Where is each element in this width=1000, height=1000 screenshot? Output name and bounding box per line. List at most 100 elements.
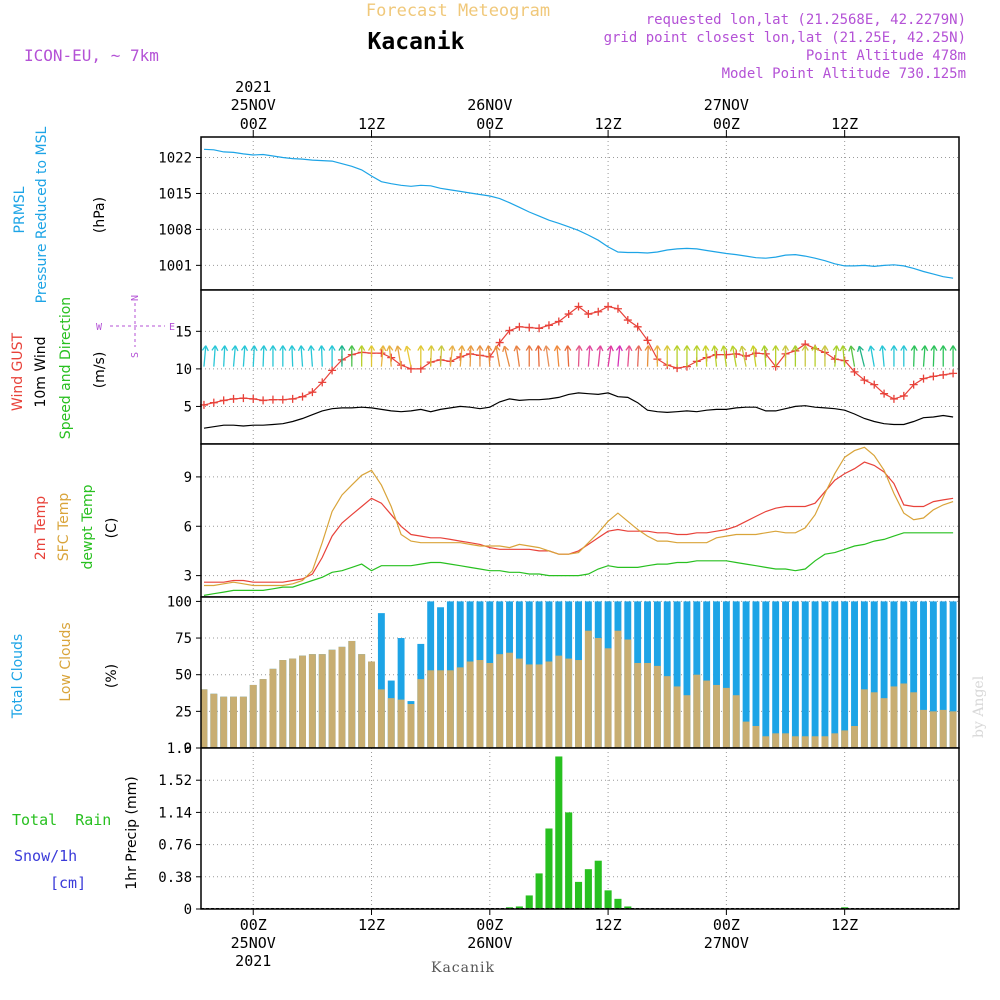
- gust-marker: [259, 396, 268, 405]
- wind-arrow-shaft: [310, 345, 314, 367]
- wind-arrow: [367, 345, 376, 367]
- wind-arrow-head: [417, 345, 425, 351]
- clouds-bar: [496, 654, 504, 748]
- wind-arrow-shaft: [713, 345, 718, 367]
- wind-arrow-shaft: [537, 345, 540, 367]
- wind-arrow-shaft: [637, 345, 640, 367]
- wind-arrow-head: [761, 345, 769, 352]
- pressure-ytick-label: 1001: [158, 258, 192, 274]
- clouds-bar: [722, 687, 730, 748]
- wind-arrow: [404, 345, 412, 367]
- wind-arrow-head: [348, 345, 356, 351]
- bottom-time-label: 12Z: [595, 916, 622, 934]
- wind-arrow-head: [260, 345, 268, 352]
- wind-arrow: [683, 345, 691, 367]
- clouds-bar: [200, 689, 208, 748]
- clouds-bar: [841, 730, 849, 748]
- wind-arrow-head: [201, 345, 209, 352]
- clouds-bar: [397, 699, 405, 748]
- gust-marker: [860, 376, 869, 385]
- wind-arrow: [260, 345, 268, 367]
- clouds-bar: [417, 679, 425, 748]
- wind-arrow-head: [921, 345, 929, 352]
- dewpt-label: dewpt Temp: [80, 484, 96, 569]
- wind-arrow-head: [856, 345, 864, 352]
- wind-arrow: [625, 345, 633, 367]
- wind-arrow-head: [673, 345, 681, 351]
- wind-arrow: [848, 345, 856, 367]
- wind-arrow-head: [437, 345, 445, 352]
- clouds-bar: [377, 613, 385, 748]
- wind-arrow-head: [801, 345, 809, 351]
- gust-marker: [850, 367, 859, 376]
- wind-arrow-head: [720, 345, 728, 352]
- clouds-bar: [821, 736, 829, 748]
- wind-arrow-head: [634, 345, 643, 352]
- temperature-ytick-label: 9: [184, 470, 192, 486]
- wind-arrow-shaft: [722, 345, 728, 367]
- gust-marker: [880, 389, 889, 398]
- clouds-bar: [328, 649, 336, 748]
- wind-arrow: [900, 345, 908, 367]
- wind-arrow-head: [288, 345, 296, 352]
- wind-arrow-shaft: [881, 345, 885, 367]
- gust-marker: [535, 324, 544, 333]
- panel-clouds: 0 25 50 75 100: [167, 594, 960, 757]
- wind-arrow: [801, 345, 809, 367]
- precip-ytick-label: 1.14: [158, 805, 192, 821]
- clouds-bar: [939, 601, 947, 748]
- clouds-bar: [762, 736, 770, 748]
- gust-marker: [328, 366, 337, 375]
- wind-arrow-head: [683, 345, 691, 351]
- clouds-bar: [644, 662, 651, 748]
- gust-marker: [929, 372, 938, 381]
- wind-arrow-head: [663, 345, 671, 351]
- wind-arrow: [663, 345, 671, 367]
- precip-bar: [515, 906, 523, 909]
- clouds-bar: [732, 601, 740, 748]
- temperature-plot-area: [201, 444, 959, 597]
- clouds-ytick-label: 100: [167, 594, 192, 610]
- wind-arrow: [211, 345, 219, 367]
- clouds-bar: [673, 686, 681, 748]
- wind-arrow: [288, 345, 296, 367]
- wind-arrow-shaft: [430, 345, 433, 367]
- wind-arrow: [553, 345, 561, 367]
- wind-arrow-head: [358, 345, 366, 351]
- wind-arrow: [448, 345, 456, 367]
- clouds-bar: [683, 695, 691, 748]
- clouds-ytick-label: 0: [184, 741, 192, 757]
- wind-plot-area: [201, 290, 959, 444]
- bottom-date-label: 26NOV: [467, 934, 512, 952]
- compass-rose: N S W E: [96, 295, 175, 358]
- wind-arrow-head: [297, 345, 305, 352]
- wind-arrow: [634, 345, 643, 367]
- wind-arrow-head: [493, 345, 501, 352]
- wind-arrow: [673, 345, 681, 367]
- wind-arrow: [693, 345, 701, 367]
- wind-arrow-shaft: [922, 345, 926, 367]
- wind-arrow-head: [338, 345, 346, 351]
- compass-n: N: [130, 295, 141, 301]
- wind-arrow: [761, 345, 769, 367]
- credit-watermark: by Angel: [971, 675, 987, 738]
- wind-arrow-shaft: [300, 345, 304, 367]
- wind-arrow-head: [900, 345, 908, 351]
- wind-arrow-head: [467, 345, 475, 352]
- clouds-bar: [910, 601, 918, 748]
- wind-arrow: [534, 345, 543, 367]
- wind-arrow-shaft: [503, 346, 511, 367]
- wind-arrow-head: [502, 345, 510, 352]
- panel-labels: PRMSL Pressure Reduced to MSL (hPa) Wind…: [10, 126, 175, 892]
- wind-arrow-head: [379, 345, 387, 352]
- panel-precip: 0 0.38 0.76 1.14 1.52 1.9: [158, 741, 960, 918]
- wind-arrow-shaft: [617, 345, 621, 367]
- model-altitude: Model Point Altitude 730.125m: [722, 66, 966, 82]
- gust-marker: [298, 392, 307, 401]
- wind-arrow-head: [750, 345, 758, 352]
- wind-arrow: [348, 345, 356, 367]
- wind-arrow-head: [328, 345, 336, 351]
- wind-arrow: [525, 345, 533, 367]
- wind-arrow-head: [625, 345, 633, 352]
